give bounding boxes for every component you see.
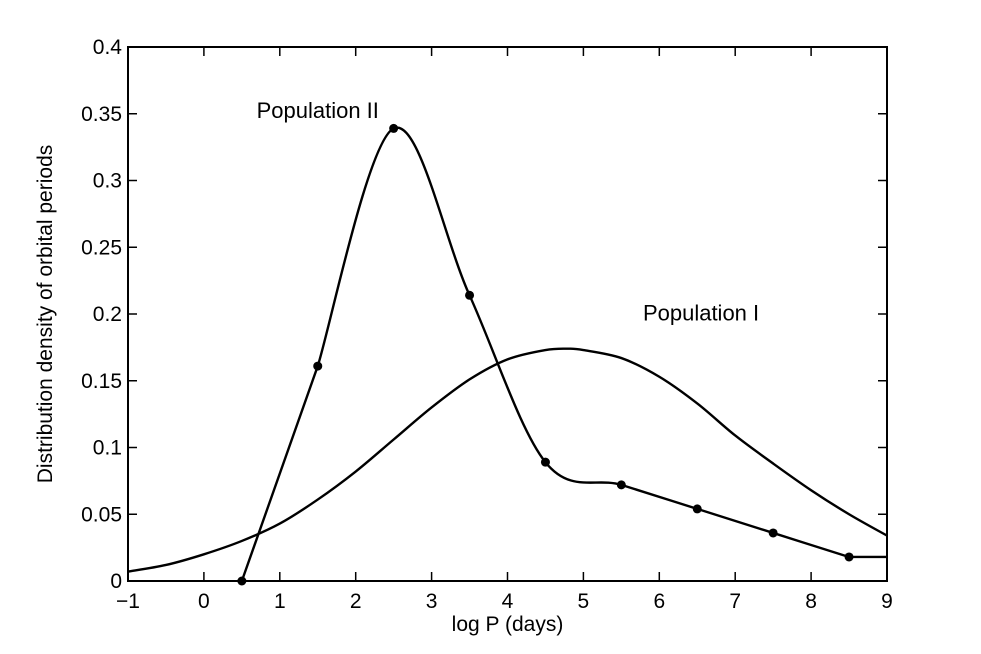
ticks-layer bbox=[127, 46, 888, 582]
annotation-label: Population II bbox=[257, 98, 379, 123]
y-tick-label: 0.1 bbox=[93, 437, 122, 460]
y-tick-label: 0.3 bbox=[93, 170, 122, 193]
data-point-population-ii bbox=[465, 290, 475, 300]
x-tick-label: 4 bbox=[502, 590, 514, 613]
x-axis-title: log P (days) bbox=[452, 613, 564, 636]
data-point-population-ii bbox=[768, 528, 778, 538]
y-tick-label: 0.4 bbox=[93, 36, 123, 59]
data-point-population-ii bbox=[616, 480, 626, 490]
x-tick-label: 1 bbox=[274, 590, 286, 613]
data-point-population-ii bbox=[313, 361, 323, 371]
x-tick-label: −1 bbox=[116, 590, 140, 613]
series-line-population-ii bbox=[240, 126, 887, 582]
data-point-population-ii bbox=[692, 504, 702, 514]
x-tick-label: 9 bbox=[881, 590, 893, 613]
y-tick-label: 0.05 bbox=[81, 503, 122, 526]
data-point-population-ii bbox=[844, 552, 854, 562]
x-tick-label: 3 bbox=[426, 590, 438, 613]
y-axis-title: Distribution density of orbital periods bbox=[34, 145, 57, 484]
plot-frame bbox=[127, 46, 888, 582]
x-tick-label: 5 bbox=[578, 590, 590, 613]
y-tick-label: 0.15 bbox=[81, 370, 122, 393]
annotation-label: Population I bbox=[643, 301, 759, 326]
x-tick-label: 2 bbox=[350, 590, 362, 613]
series-layer bbox=[127, 123, 888, 586]
y-tick-label: 0.2 bbox=[93, 303, 122, 326]
series-line-population-i bbox=[127, 347, 888, 573]
labels-layer: −1 0 1 2 3 4 5 6 7 8 900.050.10.150.20.250.30.350.… bbox=[81, 36, 893, 613]
y-tick-label: 0.35 bbox=[81, 103, 122, 126]
x-tick-label: 7 bbox=[729, 590, 741, 613]
y-tick-label: 0 bbox=[110, 570, 122, 593]
x-tick-label: 8 bbox=[805, 590, 817, 613]
x-tick-label: 0 bbox=[198, 590, 210, 613]
data-point-population-ii bbox=[540, 457, 550, 467]
x-tick-label: 6 bbox=[653, 590, 665, 613]
data-point-population-ii bbox=[389, 123, 399, 133]
y-tick-label: 0.25 bbox=[81, 236, 122, 259]
